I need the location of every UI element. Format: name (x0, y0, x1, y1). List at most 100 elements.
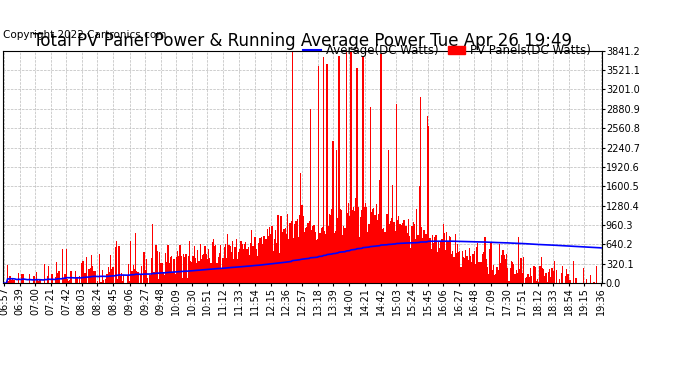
Bar (57, 273, 59, 283)
Bar (222, 258, 224, 283)
Bar (214, 246, 215, 283)
Bar (323, 57, 324, 283)
Bar (353, 207, 354, 283)
Bar (18, 273, 19, 283)
Bar (491, 270, 493, 283)
Bar (269, 227, 270, 283)
Bar (364, 207, 365, 283)
Bar (207, 259, 208, 283)
Bar (101, 270, 103, 283)
Bar (469, 248, 470, 283)
Bar (567, 274, 568, 283)
Bar (226, 258, 227, 283)
Bar (375, 204, 377, 283)
Bar (161, 262, 163, 283)
Bar (240, 241, 241, 283)
Title: Total PV Panel Power & Running Average Power Tue Apr 26 19:49: Total PV Panel Power & Running Average P… (33, 33, 572, 51)
Bar (385, 232, 386, 283)
Bar (413, 222, 414, 283)
Bar (38, 281, 39, 283)
Bar (384, 232, 385, 283)
Bar (568, 274, 569, 283)
Bar (144, 252, 145, 283)
Bar (416, 209, 417, 283)
Bar (595, 266, 597, 283)
Bar (556, 270, 558, 283)
Bar (289, 223, 290, 283)
Bar (159, 252, 160, 283)
Bar (429, 238, 431, 283)
Bar (520, 258, 522, 283)
Bar (536, 281, 537, 283)
Bar (164, 275, 165, 283)
Bar (48, 266, 49, 283)
Bar (13, 280, 14, 283)
Bar (152, 224, 153, 283)
Bar (500, 263, 501, 283)
Bar (342, 235, 343, 283)
Bar (154, 272, 155, 283)
Bar (393, 222, 395, 283)
Bar (434, 237, 435, 283)
Bar (246, 249, 248, 283)
Bar (311, 230, 312, 283)
Bar (586, 279, 587, 283)
Bar (321, 228, 322, 283)
Bar (93, 272, 95, 283)
Bar (105, 279, 106, 283)
Bar (442, 224, 444, 283)
Bar (566, 269, 567, 283)
Bar (504, 255, 505, 283)
Bar (404, 219, 406, 283)
Bar (378, 214, 379, 283)
Bar (483, 252, 484, 283)
Bar (141, 266, 142, 283)
Bar (507, 268, 509, 283)
Text: Copyright 2022 Cartronics.com: Copyright 2022 Cartronics.com (3, 30, 167, 40)
Bar (462, 251, 463, 283)
Bar (450, 237, 451, 283)
Bar (83, 273, 85, 283)
Bar (480, 261, 481, 283)
Bar (411, 226, 413, 283)
Bar (241, 243, 243, 283)
Bar (123, 275, 124, 283)
Bar (233, 259, 235, 283)
Bar (176, 256, 177, 283)
Bar (575, 278, 577, 283)
Bar (417, 235, 419, 283)
Bar (346, 52, 347, 283)
Bar (396, 104, 397, 283)
Bar (546, 282, 548, 283)
Bar (208, 249, 209, 283)
Bar (56, 262, 57, 283)
Bar (325, 234, 326, 283)
Bar (168, 263, 170, 283)
Bar (395, 231, 396, 283)
Bar (371, 212, 372, 283)
Bar (551, 268, 553, 283)
Bar (329, 214, 330, 283)
Bar (365, 202, 366, 283)
Bar (322, 227, 323, 283)
Bar (177, 251, 178, 283)
Bar (292, 51, 293, 283)
Bar (117, 279, 118, 283)
Bar (70, 271, 72, 283)
Bar (473, 251, 475, 283)
Bar (573, 261, 574, 283)
Bar (178, 256, 179, 283)
Bar (225, 244, 226, 283)
Bar (217, 256, 219, 283)
Bar (197, 250, 199, 283)
Bar (282, 232, 284, 283)
Bar (471, 262, 473, 283)
Bar (170, 257, 171, 283)
Bar (310, 109, 311, 283)
Bar (299, 215, 300, 283)
Bar (119, 276, 121, 283)
Bar (129, 280, 130, 283)
Bar (343, 226, 344, 283)
Bar (422, 238, 424, 283)
Bar (88, 269, 90, 283)
